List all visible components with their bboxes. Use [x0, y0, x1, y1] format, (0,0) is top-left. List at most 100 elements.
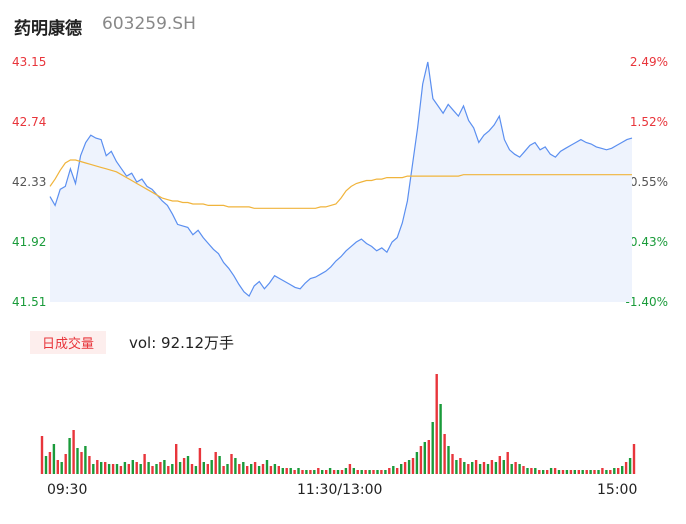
- volume-bar: [218, 456, 221, 474]
- volume-bar: [498, 456, 501, 474]
- volume-bar: [96, 460, 99, 474]
- volume-bar: [396, 468, 399, 474]
- volume-bar: [510, 464, 513, 474]
- volume-bar: [238, 464, 241, 474]
- volume-bar: [553, 468, 557, 474]
- volume-bar: [234, 458, 237, 474]
- volume-bar: [230, 454, 233, 474]
- volume-bar: [273, 464, 277, 474]
- volume-bar: [431, 422, 434, 474]
- volume-bar: [289, 468, 292, 474]
- volume-bar: [514, 462, 517, 474]
- volume-bar: [628, 458, 632, 474]
- pct-tick: -0.43%: [625, 235, 668, 249]
- price-tick: 42.33: [12, 175, 47, 189]
- volume-bar: [163, 460, 166, 474]
- volume-bar: [64, 454, 67, 474]
- volume-bar: [68, 438, 71, 474]
- time-tick: 15:00: [597, 482, 638, 498]
- volume-bar: [542, 470, 545, 474]
- volume-bar: [190, 464, 194, 474]
- volume-bar: [107, 464, 111, 474]
- volume-bar: [60, 462, 63, 474]
- price-line: [49, 61, 633, 298]
- volume-bar: [415, 452, 419, 474]
- volume-bar: [482, 462, 486, 474]
- volume-bar: [135, 462, 138, 474]
- volume-bar: [104, 462, 107, 474]
- volume-bar: [601, 468, 604, 474]
- volume-bar: [348, 464, 352, 474]
- volume-bar: [427, 440, 430, 474]
- volume-bar: [155, 464, 158, 474]
- volume-bar: [293, 470, 296, 474]
- volume-bar: [313, 470, 316, 474]
- volume-readout: vol: 92.12万手: [129, 334, 234, 352]
- volume-bar: [222, 466, 225, 474]
- volume-bar: [360, 470, 363, 474]
- volume-bar: [332, 470, 336, 474]
- pct-tick: 1.52%: [629, 115, 668, 129]
- volume-bar: [392, 466, 395, 474]
- volume-bar: [123, 462, 127, 474]
- volume-bar: [226, 464, 229, 474]
- volume-bar: [447, 446, 450, 474]
- volume-bar: [439, 404, 442, 474]
- volume-bar: [336, 470, 340, 474]
- volume-bar: [52, 444, 56, 474]
- volume-bar: [182, 458, 186, 474]
- volume-bar: [131, 460, 134, 474]
- volume-bar: [597, 470, 600, 474]
- volume-bar: [526, 468, 529, 474]
- volume-bar: [281, 468, 284, 474]
- volume-bar: [538, 470, 541, 474]
- volume-bar: [502, 460, 505, 474]
- volume-bar: [305, 470, 308, 474]
- volume-bar: [340, 470, 344, 474]
- volume-bar: [285, 468, 288, 474]
- volume-bar: [56, 460, 59, 474]
- volume-bar: [372, 470, 375, 474]
- volume-bar: [159, 462, 162, 474]
- price-tick: 43.15: [12, 55, 47, 69]
- volume-bar: [506, 452, 509, 474]
- volume-bar: [451, 454, 454, 474]
- volume-bar: [317, 468, 320, 474]
- volume-bar: [569, 470, 573, 474]
- volume-bar: [72, 430, 75, 474]
- volume-bar: [151, 466, 154, 474]
- volume-bar: [455, 460, 458, 474]
- volume-bar: [411, 458, 415, 474]
- volume-bar: [403, 462, 407, 474]
- volume-bar: [549, 468, 553, 474]
- pct-tick: -1.40%: [625, 295, 668, 309]
- volume-tab[interactable]: 日成交量: [30, 331, 107, 354]
- volume-bar: [467, 464, 470, 474]
- volume-bar: [419, 446, 423, 474]
- volume-bar: [376, 470, 379, 474]
- volume-bar: [609, 470, 612, 474]
- volume-bar: [100, 462, 103, 474]
- volume-bar: [621, 466, 624, 474]
- volume-bar: [577, 470, 580, 474]
- volume-bar: [84, 446, 87, 474]
- volume-bar: [364, 470, 367, 474]
- volume-bar: [561, 470, 565, 474]
- volume-bar: [463, 462, 466, 474]
- volume-bar: [459, 458, 462, 474]
- volume-bar: [368, 470, 371, 474]
- volume-bar: [605, 470, 608, 474]
- volume-bar: [210, 460, 213, 474]
- volume-bar: [589, 470, 592, 474]
- volume-bar: [388, 468, 391, 474]
- volume-bar: [474, 460, 478, 474]
- volume-bar: [522, 466, 525, 474]
- volume-bar: [486, 464, 490, 474]
- volume-bar: [309, 470, 312, 474]
- volume-bar: [471, 462, 474, 474]
- volume-bar: [44, 456, 48, 474]
- price-area: [50, 62, 632, 302]
- volume-bar: [119, 466, 123, 474]
- volume-bar: [167, 466, 170, 474]
